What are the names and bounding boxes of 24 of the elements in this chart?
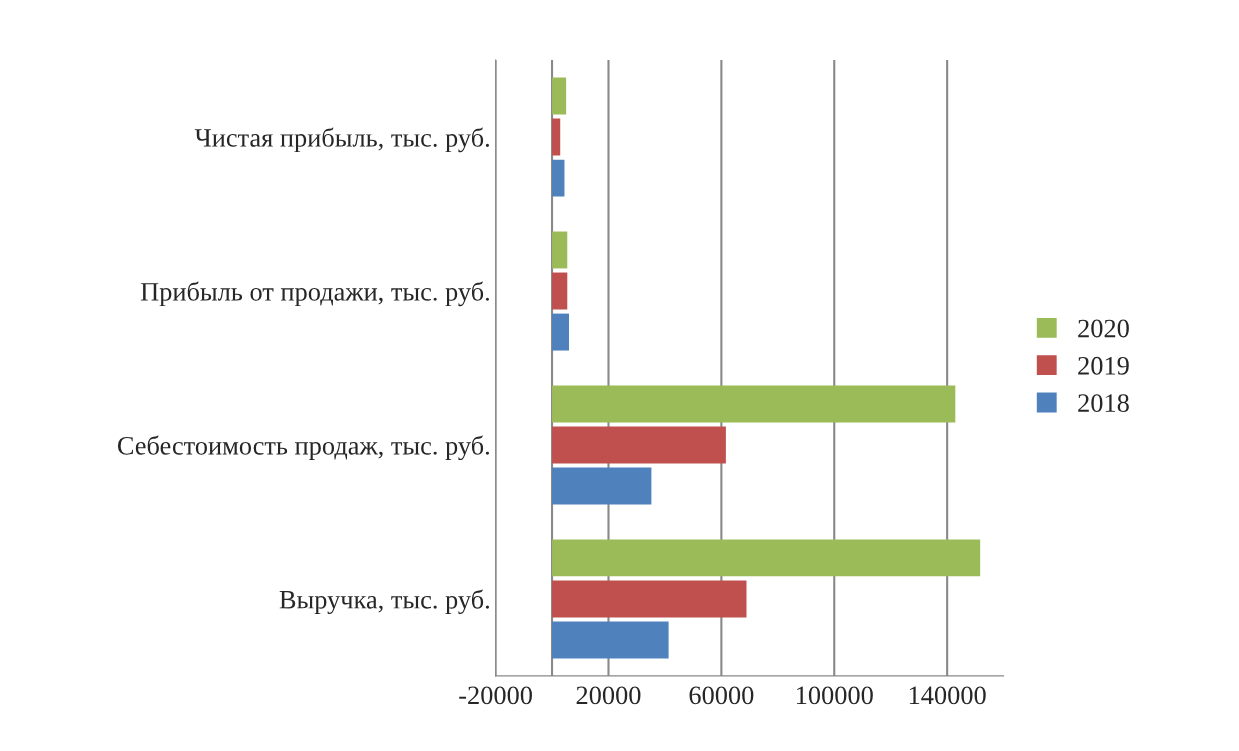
legend-label: 2020: [1078, 319, 1129, 338]
x-tick-label: -20000: [459, 686, 532, 705]
y-tick-label: Прибыль от продажи, тыс. руб.: [140, 281, 489, 307]
bar: [552, 77, 567, 115]
bar: [552, 118, 561, 156]
x-tick-label: 20000: [576, 686, 641, 705]
x-tick-label: 60000: [689, 686, 754, 705]
bar: [552, 539, 981, 577]
bar: [552, 272, 568, 310]
bar: [552, 580, 747, 618]
bar: [552, 467, 652, 505]
bar: [552, 385, 956, 423]
bar: [552, 159, 565, 197]
x-tick-label: 140000: [909, 686, 986, 705]
bar: [552, 621, 669, 659]
legend-label: 2019: [1078, 356, 1129, 375]
x-tick-label: 100000: [797, 686, 873, 705]
y-tick-label: Выручка, тыс. руб.: [279, 589, 489, 615]
bar: [552, 231, 568, 269]
bar: [552, 313, 569, 351]
y-tick-label: Чистая прибыль, тыс. руб.: [194, 127, 489, 153]
y-tick-label: Себестоимость продаж, тыс. руб.: [117, 435, 489, 461]
legend-label: 2018: [1078, 394, 1129, 412]
bar: [552, 426, 726, 464]
